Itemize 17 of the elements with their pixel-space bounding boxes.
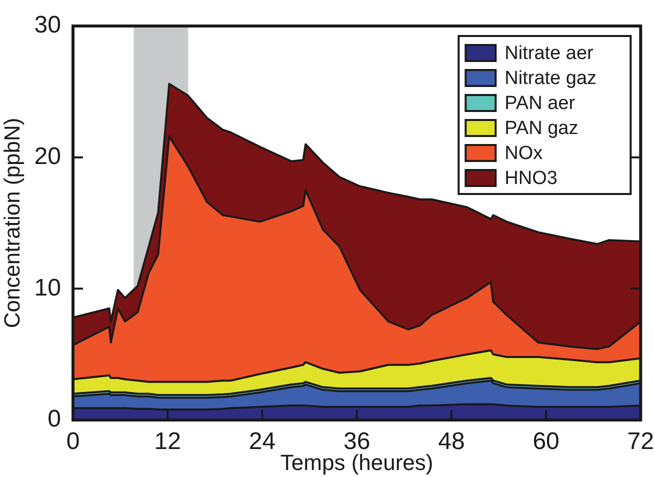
y-axis-title: Concentration (ppbN) [0, 118, 24, 328]
x-tick-label: 12 [154, 428, 181, 456]
x-tick-label: 72 [627, 428, 654, 456]
legend-label: Nitrate gaz [504, 68, 597, 90]
legend-label: NOx [504, 143, 544, 164]
legend-label: PAN gaz [504, 118, 578, 140]
y-tick-label: 20 [34, 142, 61, 170]
x-tick-label: 60 [532, 428, 560, 456]
legend-label: HNO3 [504, 168, 558, 190]
x-tick-label: 24 [248, 428, 276, 456]
legend-label: Nitrate aer [504, 43, 594, 64]
x-tick-label: 48 [438, 428, 465, 456]
y-tick-label: 0 [48, 406, 61, 433]
y-tick-label: 10 [34, 274, 61, 302]
legend-label: PAN aer [504, 93, 576, 114]
x-tick-label: 0 [66, 428, 80, 456]
y-tick-label: 30 [34, 12, 61, 39]
